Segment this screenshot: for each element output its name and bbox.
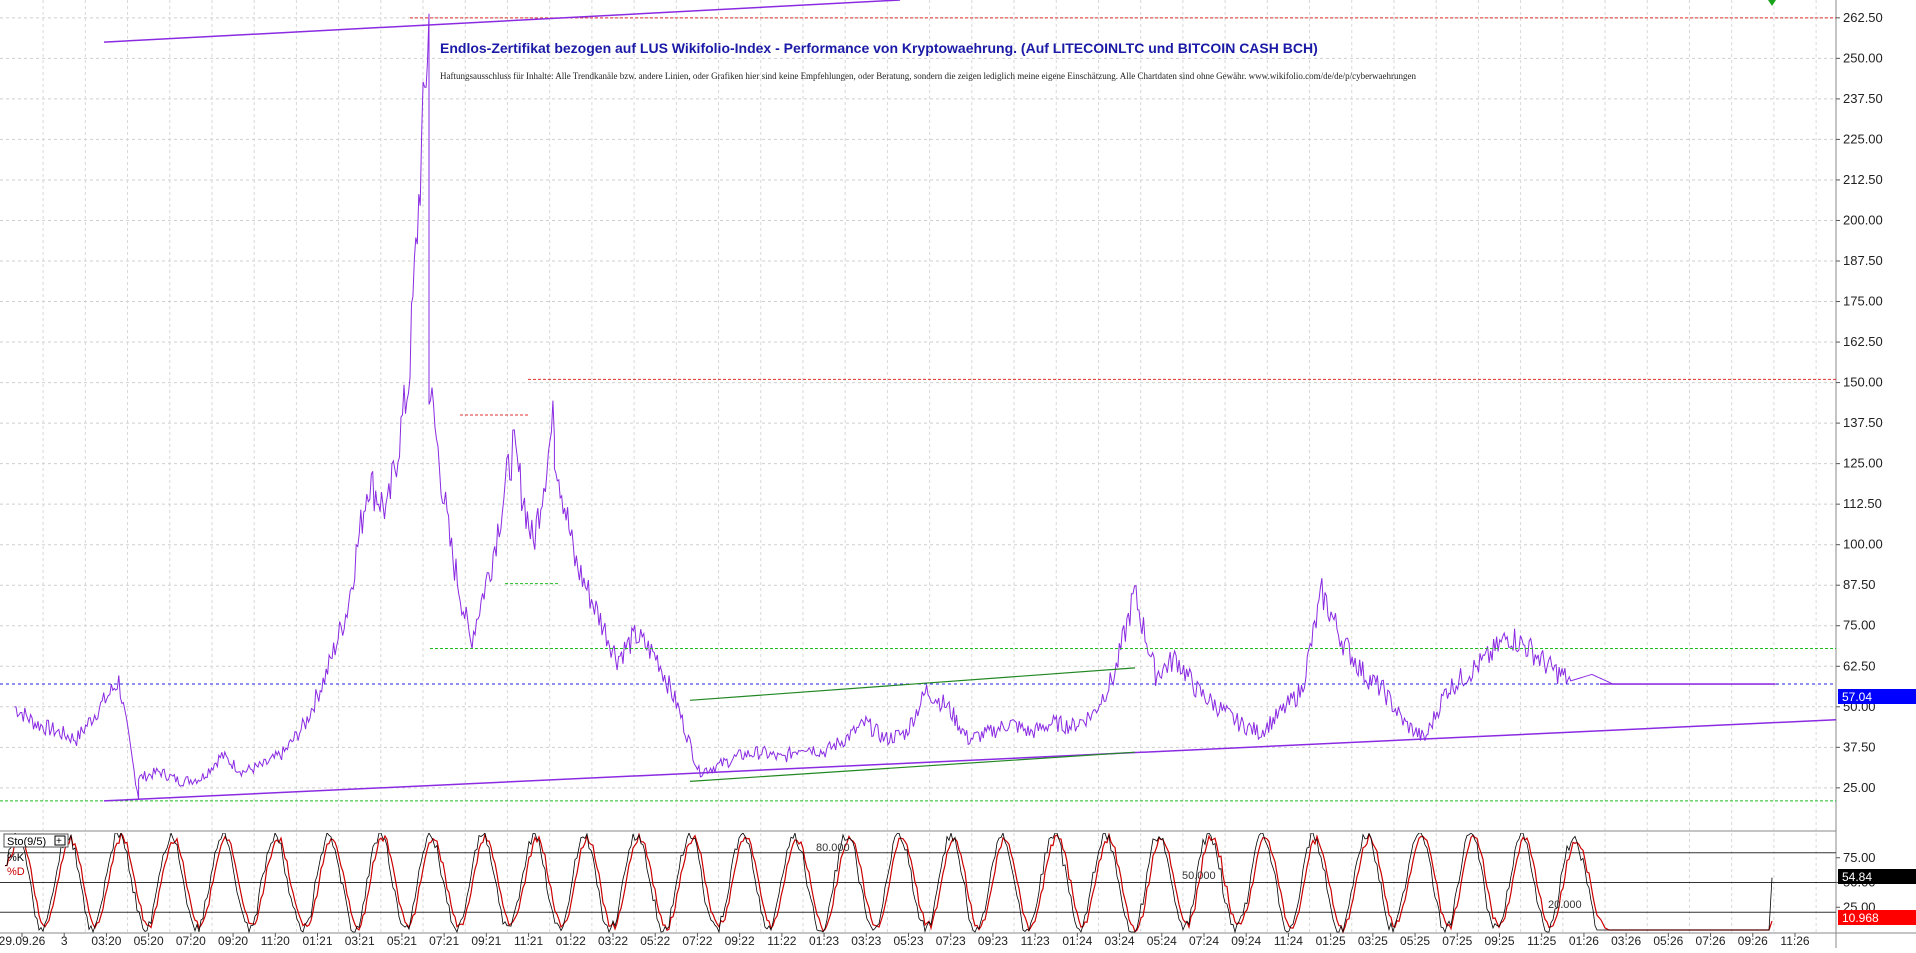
sto-d-line bbox=[4, 833, 1773, 933]
series-line bbox=[14, 13, 1778, 799]
x-tick-label: 01:24 bbox=[1062, 934, 1092, 948]
x-tick-label: 05:22 bbox=[640, 934, 670, 948]
x-tick-label: 05:20 bbox=[134, 934, 164, 948]
x-tick-label: 07:21 bbox=[429, 934, 459, 948]
x-tick-label: 09:26 bbox=[1738, 934, 1768, 948]
x-tick-label: 01:25 bbox=[1316, 934, 1346, 948]
x-tick-label: 03:21 bbox=[345, 934, 375, 948]
channel-line-top bbox=[689, 667, 1136, 701]
y-tick-label: 187.50 bbox=[1843, 253, 1883, 268]
trend-line-upper bbox=[103, 0, 901, 43]
last-value-text: 57.04 bbox=[1842, 690, 1872, 704]
x-axis: 29.09.26 3 03:20 05:20 07:20 09:20 11:20 01:21 0… bbox=[0, 933, 1810, 948]
x-tick-label: 11:25 bbox=[1527, 934, 1556, 948]
chart-title: Endlos-Zertifikat bezogen auf LUS Wikifo… bbox=[440, 40, 1318, 56]
x-tick-label: 07:26 bbox=[1696, 934, 1726, 948]
x-tick-label: 11:26 bbox=[1780, 934, 1809, 948]
x-tick-label: 07:23 bbox=[936, 934, 966, 948]
sto-legend-k: %K bbox=[7, 852, 25, 864]
x-tick-label: 07:20 bbox=[176, 934, 206, 948]
x-tick-label: 03:22 bbox=[598, 934, 628, 948]
main-plot-lines bbox=[0, 0, 1836, 802]
y-tick-label: 225.00 bbox=[1843, 131, 1883, 146]
x-tick-label: 05:26 bbox=[1653, 934, 1683, 948]
x-tick-label: 29.09.26 bbox=[0, 934, 46, 948]
x-tick-label: 03:24 bbox=[1105, 934, 1135, 948]
main-y-axis: 262.50 250.00 237.50 225.00 212.50 200.00 187.… bbox=[1836, 10, 1883, 795]
y-tick-label: 200.00 bbox=[1843, 212, 1883, 227]
y-tick-label: 62.50 bbox=[1843, 658, 1876, 673]
x-tick-label: 09:20 bbox=[218, 934, 248, 948]
sto-k-value: 54.84 bbox=[1842, 870, 1872, 884]
sto-k-line bbox=[4, 833, 1773, 933]
x-tick-label: 05:21 bbox=[387, 934, 417, 948]
marker-icon bbox=[1768, 0, 1776, 6]
x-tick-label: 09:22 bbox=[725, 934, 755, 948]
x-tick-label: 09:24 bbox=[1231, 934, 1261, 948]
sto-level-50: 50.000 bbox=[1182, 870, 1216, 882]
x-tick-label: 03:26 bbox=[1611, 934, 1641, 948]
channel-line-bottom bbox=[689, 751, 1136, 782]
y-tick-label: 75.00 bbox=[1843, 618, 1876, 633]
sto-level-20: 20.000 bbox=[1548, 899, 1582, 911]
x-tick-label: 05:23 bbox=[893, 934, 923, 948]
x-tick-label: 03:23 bbox=[851, 934, 881, 948]
sto-y-tick-label: 75.00 bbox=[1843, 850, 1876, 865]
x-tick-label: 09:23 bbox=[978, 934, 1008, 948]
sto-d-badge bbox=[1838, 910, 1916, 925]
trend-line-lower bbox=[103, 719, 1836, 802]
expand-icon-glyph: + bbox=[56, 836, 62, 847]
expand-icon[interactable] bbox=[54, 835, 66, 846]
y-tick-label: 87.50 bbox=[1843, 577, 1876, 592]
x-tick-label: 09:21 bbox=[471, 934, 501, 948]
x-tick-label: 11:23 bbox=[1021, 934, 1050, 948]
x-tick-label: 01:21 bbox=[302, 934, 332, 948]
x-tick-label: 09:25 bbox=[1484, 934, 1514, 948]
y-tick-label: 212.50 bbox=[1843, 172, 1883, 187]
x-tick-label: 03:25 bbox=[1358, 934, 1388, 948]
y-tick-label: 175.00 bbox=[1843, 294, 1883, 309]
x-tick-label: 01:23 bbox=[809, 934, 839, 948]
x-tick-label: 07:25 bbox=[1442, 934, 1472, 948]
x-tick-label: 11:20 bbox=[261, 934, 290, 948]
y-tick-label: 250.00 bbox=[1843, 50, 1883, 65]
x-tick-label: 05:24 bbox=[1147, 934, 1177, 948]
x-tick-label: 07:24 bbox=[1189, 934, 1219, 948]
x-tick-label: 3 bbox=[61, 934, 68, 948]
sto-k-badge bbox=[1838, 869, 1916, 884]
sto-d-value: 10.968 bbox=[1842, 911, 1879, 925]
sto-level-80: 80.000 bbox=[816, 842, 850, 854]
y-tick-label: 137.50 bbox=[1843, 415, 1883, 430]
y-tick-label: 237.50 bbox=[1843, 91, 1883, 106]
sto-title: Sto(9/5) bbox=[7, 836, 46, 848]
sto-legend-d: %D bbox=[7, 866, 25, 878]
x-tick-label: 07:22 bbox=[682, 934, 712, 948]
chart-subtitle: Haftungsausschluss für Inhalte: Alle Tre… bbox=[440, 71, 1417, 81]
y-tick-label: 262.50 bbox=[1843, 10, 1883, 25]
y-tick-label: 112.50 bbox=[1843, 496, 1882, 511]
y-tick-label: 25.00 bbox=[1843, 780, 1876, 795]
y-tick-label: 150.00 bbox=[1843, 375, 1883, 390]
y-tick-label: 37.50 bbox=[1843, 739, 1876, 754]
x-tick-label: 01:26 bbox=[1569, 934, 1599, 948]
last-value-badge bbox=[1838, 689, 1916, 704]
x-tick-label: 11:21 bbox=[514, 934, 543, 948]
x-tick-label: 05:25 bbox=[1400, 934, 1430, 948]
x-tick-label: 03:20 bbox=[91, 934, 121, 948]
sto-legend-box[interactable] bbox=[3, 833, 69, 848]
x-tick-label: 01:22 bbox=[556, 934, 586, 948]
x-tick-label: 11:24 bbox=[1274, 934, 1303, 948]
x-tick-label: 11:22 bbox=[767, 934, 796, 948]
y-tick-label: 162.50 bbox=[1843, 334, 1883, 349]
y-tick-label: 100.00 bbox=[1843, 537, 1883, 552]
y-tick-label: 125.00 bbox=[1843, 456, 1883, 471]
sto-plot-lines bbox=[4, 833, 1773, 933]
